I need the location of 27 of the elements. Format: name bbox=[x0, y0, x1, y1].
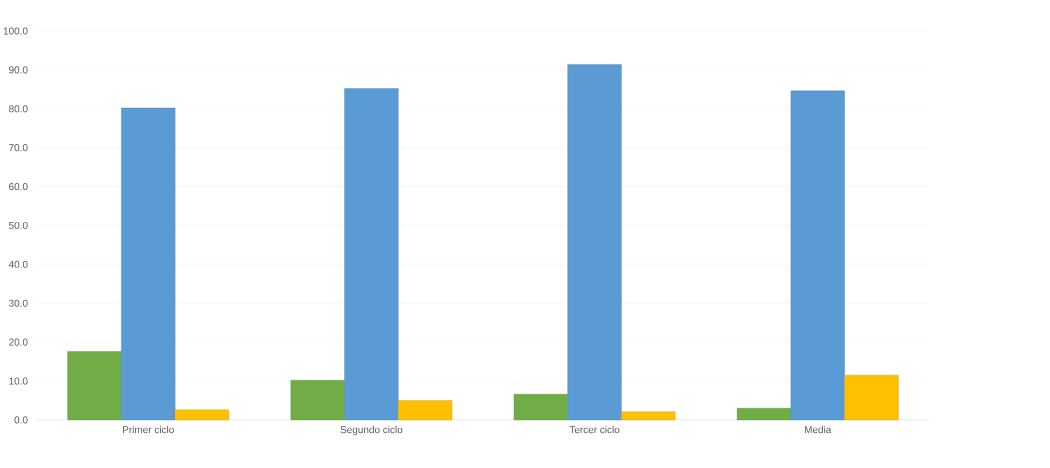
bar bbox=[736, 407, 792, 420]
x-tick-label: Segundo ciclo bbox=[340, 425, 403, 436]
bar bbox=[621, 411, 676, 420]
x-tick-label: Primer ciclo bbox=[123, 425, 174, 434]
y-tick-label: 90.0 bbox=[9, 66, 28, 74]
bar bbox=[398, 400, 453, 420]
bar bbox=[790, 90, 845, 420]
bar bbox=[513, 393, 568, 420]
y-tick-label: 10.0 bbox=[9, 377, 28, 385]
y-tick-label: 50.0 bbox=[8, 221, 28, 229]
y-tick-label: 70.0 bbox=[9, 144, 28, 152]
y-tick-label: 100.0 bbox=[3, 27, 28, 35]
bar bbox=[174, 409, 230, 420]
bar bbox=[844, 374, 899, 420]
bar bbox=[344, 88, 399, 420]
y-tick-label: 60.0 bbox=[9, 182, 28, 190]
y-tick-label: 80.0 bbox=[9, 105, 28, 113]
y-tick-label: 30.0 bbox=[8, 299, 28, 307]
x-tick-label: Tercer ciclo bbox=[569, 425, 620, 434]
bar bbox=[567, 64, 622, 420]
bar bbox=[121, 107, 176, 420]
y-tick-label: 0.0 bbox=[14, 416, 28, 424]
y-tick-label: 40.0 bbox=[8, 260, 28, 268]
x-tick-label: Media bbox=[804, 425, 832, 434]
y-tick-label: 20.0 bbox=[9, 338, 28, 346]
bar bbox=[67, 351, 122, 420]
bar bbox=[290, 379, 345, 420]
